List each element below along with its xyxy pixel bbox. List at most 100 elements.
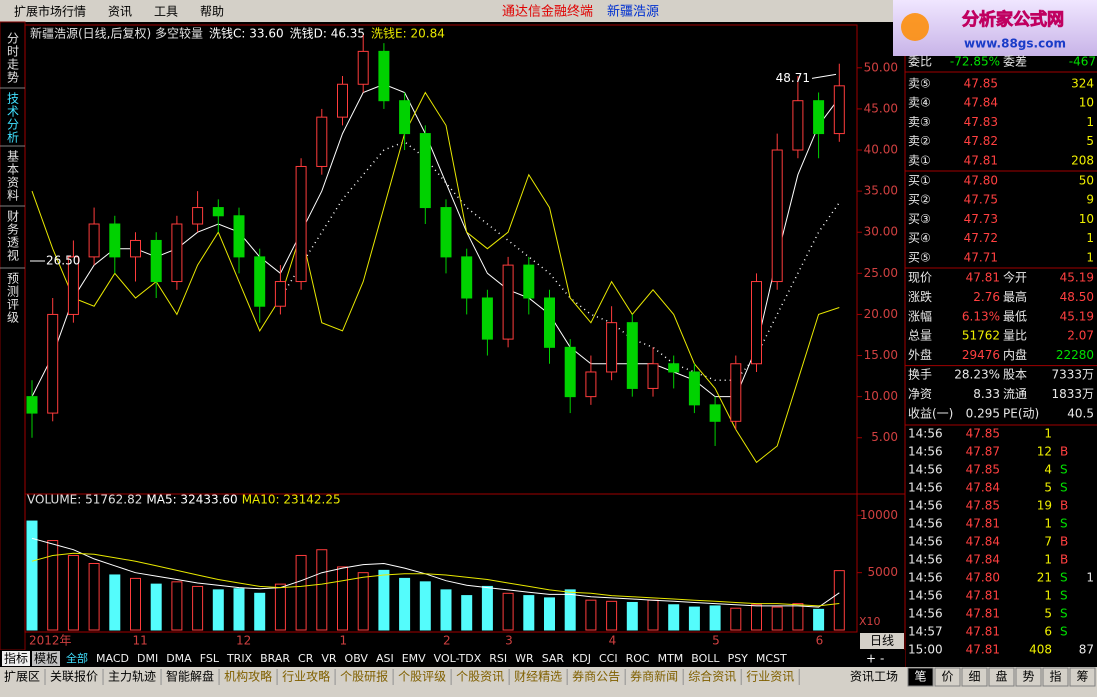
- menu-item[interactable]: 帮助: [200, 5, 224, 19]
- tick-price: 47.85: [966, 463, 1000, 477]
- candle-body: [192, 207, 204, 225]
- candle-body: [295, 165, 307, 283]
- info-tab[interactable]: 智能解盘: [166, 669, 214, 684]
- legend-entry: MA5: 32433.60: [146, 493, 237, 507]
- info-right[interactable]: 资讯工场: [850, 670, 898, 684]
- side-tab[interactable]: 财务透视: [6, 210, 20, 262]
- info-tab[interactable]: 综合资讯: [688, 669, 736, 684]
- tab-label[interactable]: 模板: [34, 652, 58, 666]
- candle-body: [419, 133, 431, 209]
- candle-body: [502, 264, 514, 340]
- info-tab[interactable]: 券商新闻: [630, 669, 678, 684]
- indicator-tab[interactable]: FSL: [200, 652, 220, 665]
- volume-bar: [481, 585, 493, 631]
- book-price: 47.81: [964, 153, 998, 167]
- side-tab[interactable]: 预测评级: [6, 272, 20, 324]
- indicator-tab[interactable]: OBV: [345, 652, 369, 665]
- panel-tab-label[interactable]: 价: [941, 670, 953, 684]
- indicator-tab[interactable]: 全部: [66, 651, 88, 665]
- panel-tab-label[interactable]: 指: [1049, 669, 1061, 684]
- info-tab[interactable]: 个股资讯: [456, 670, 504, 684]
- tick-volume: 12: [1037, 445, 1052, 459]
- indicator-tab[interactable]: ASI: [376, 652, 394, 665]
- period-label[interactable]: 日线: [870, 634, 894, 648]
- indicator-tab[interactable]: EMV: [402, 652, 426, 665]
- side-tab[interactable]: 分时走势: [6, 32, 20, 84]
- indicator-tab[interactable]: MCST: [756, 652, 787, 665]
- menu-item[interactable]: 扩展市场行情: [14, 4, 86, 19]
- indicator-tab[interactable]: DMA: [166, 652, 192, 665]
- tab-button[interactable]: [2, 651, 30, 666]
- panel-tab[interactable]: [988, 667, 1015, 687]
- indicator-tab[interactable]: BRAR: [260, 652, 290, 665]
- panel-tab[interactable]: [934, 667, 961, 687]
- info-tab[interactable]: 个股评级: [398, 670, 446, 684]
- y-tick-label: 10.00: [864, 389, 898, 403]
- panel-tab-label[interactable]: 筹: [1076, 670, 1088, 684]
- app-title: 通达信金融终端: [502, 4, 593, 20]
- panel-tab-label[interactable]: 细: [968, 670, 980, 684]
- indicator-tab[interactable]: BOLL: [691, 652, 720, 665]
- indicator-tab[interactable]: CCI: [599, 652, 618, 665]
- candle-body: [316, 116, 328, 167]
- info-tab[interactable]: 个股研报: [340, 669, 388, 684]
- info-tab[interactable]: 行业攻略: [282, 669, 330, 684]
- stat-value: 2.07: [1067, 329, 1094, 343]
- info-tab[interactable]: 主力轨迹: [108, 670, 156, 684]
- indicator-tab[interactable]: MACD: [96, 652, 129, 665]
- volume-bar: [130, 577, 141, 631]
- book-label: 卖②: [908, 134, 931, 148]
- indicator-tab[interactable]: RSI: [489, 652, 507, 665]
- panel-tab[interactable]: [1042, 667, 1069, 687]
- book-price: 47.84: [964, 96, 998, 110]
- period-button[interactable]: [860, 633, 904, 649]
- volume-bar: [254, 592, 266, 631]
- menu-item[interactable]: 资讯: [108, 5, 132, 19]
- indicator-tab[interactable]: ROC: [626, 652, 650, 665]
- panel-tab[interactable]: [961, 667, 988, 687]
- candle-body: [688, 371, 700, 406]
- panel-tab-label[interactable]: 盘: [995, 669, 1007, 684]
- indicator-tab[interactable]: PSY: [728, 652, 749, 665]
- info-tab[interactable]: 关联报价: [50, 669, 98, 684]
- info-tab[interactable]: 行业资讯: [746, 670, 794, 684]
- panel-tab-label[interactable]: 笔: [914, 669, 926, 684]
- indicator-tab[interactable]: CR: [298, 652, 314, 665]
- zoom-button[interactable]: -: [880, 652, 884, 666]
- indicator-tab[interactable]: DMI: [137, 652, 158, 665]
- volume-bar: [585, 599, 597, 631]
- indicator-tab[interactable]: TRIX: [226, 652, 253, 665]
- zoom-button[interactable]: +: [866, 652, 876, 666]
- indicator-tab[interactable]: SAR: [542, 652, 565, 665]
- book-price: 47.80: [964, 174, 998, 188]
- book-volume: 208: [1071, 153, 1094, 167]
- candle-body: [668, 363, 680, 373]
- info-tab[interactable]: 财经精选: [514, 670, 562, 684]
- logo-url: www.88gs.com: [964, 37, 1066, 51]
- tab-label[interactable]: 指标: [4, 651, 28, 666]
- info-tab[interactable]: 机构攻略: [224, 669, 272, 684]
- indicator-tab[interactable]: KDJ: [572, 652, 591, 665]
- book-label: 卖③: [908, 115, 931, 129]
- side-tab[interactable]: 基本资料: [6, 150, 20, 202]
- panel-tab[interactable]: [907, 667, 934, 687]
- indicator-tab[interactable]: VR: [321, 652, 337, 665]
- indicator-tab[interactable]: WR: [515, 652, 534, 665]
- menu-item[interactable]: 工具: [154, 5, 178, 19]
- info-tab[interactable]: 扩展区: [4, 670, 40, 684]
- panel-tab[interactable]: [1015, 667, 1042, 687]
- x-tick-label: 6: [816, 634, 824, 648]
- legend-entry: MA10: 23142.25: [242, 493, 341, 507]
- panel-tab[interactable]: [1069, 667, 1096, 687]
- stat-value: 51762: [962, 329, 1000, 343]
- tick-side: S: [1060, 571, 1068, 585]
- info-tab[interactable]: 券商公告: [572, 669, 620, 684]
- tab-button[interactable]: [32, 651, 60, 666]
- candle-body: [337, 83, 348, 118]
- indicator-tab[interactable]: VOL-TDX: [434, 652, 482, 665]
- tick-volume: 21: [1037, 571, 1052, 585]
- indicator-tab[interactable]: MTM: [658, 652, 684, 665]
- volume-bar: [171, 581, 183, 631]
- side-tab[interactable]: 技术分析: [6, 92, 20, 144]
- panel-tab-label[interactable]: 势: [1022, 670, 1034, 684]
